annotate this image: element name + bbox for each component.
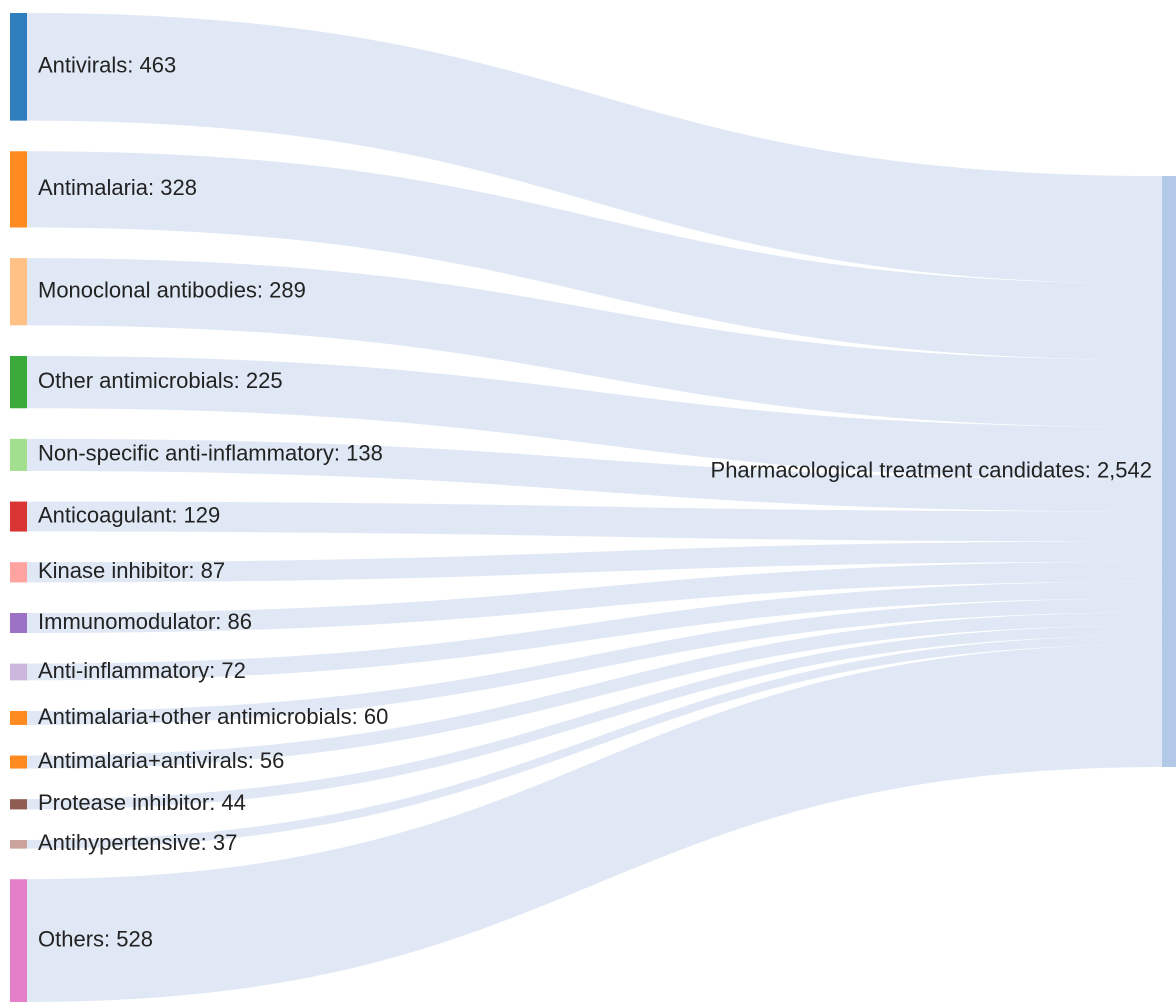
link <box>27 501 1162 542</box>
source-node <box>10 501 27 532</box>
source-label: Antihypertensive: 37 <box>38 830 237 855</box>
source-label: Monoclonal antibodies: 289 <box>38 278 306 303</box>
source-node <box>10 663 27 681</box>
source-label: Others: 528 <box>38 926 153 951</box>
source-label: Antimalaria+other antimicrobials: 60 <box>38 704 388 729</box>
link <box>27 644 1162 1002</box>
link <box>27 561 1162 634</box>
source-label: Kinase inhibitor: 87 <box>38 558 225 583</box>
link <box>27 438 1162 512</box>
source-label: Protease inhibitor: 44 <box>38 790 246 815</box>
source-label: Other antimicrobials: 225 <box>38 368 283 393</box>
link <box>27 598 1162 725</box>
source-node <box>10 13 27 121</box>
source-node <box>10 879 27 1002</box>
link <box>27 13 1162 284</box>
source-label: Anticoagulant: 129 <box>38 502 220 527</box>
source-node <box>10 755 27 769</box>
source-label: Antimalaria: 328 <box>38 175 197 200</box>
link <box>27 151 1162 360</box>
target-label: Pharmacological treatment candidates: 2,… <box>711 457 1152 482</box>
source-label: Antimalaria+antivirals: 56 <box>38 748 284 773</box>
link <box>27 258 1162 428</box>
link <box>27 581 1162 681</box>
link <box>27 625 1162 810</box>
target-node <box>1162 176 1176 767</box>
source-label: Non-specific anti-inflammatory: 138 <box>38 441 383 466</box>
source-label: Antivirals: 463 <box>38 53 176 78</box>
link <box>27 635 1162 849</box>
source-node <box>10 562 27 583</box>
link <box>27 612 1162 769</box>
source-node <box>10 799 27 810</box>
source-node <box>10 355 27 409</box>
source-node <box>10 438 27 471</box>
source-label: Anti-inflammatory: 72 <box>38 658 246 683</box>
link <box>27 355 1162 480</box>
source-label: Immunomodulator: 86 <box>38 609 252 634</box>
source-node <box>10 710 27 725</box>
source-node <box>10 613 27 634</box>
source-node <box>10 258 27 326</box>
link <box>27 541 1162 583</box>
source-node <box>10 151 27 228</box>
source-node <box>10 840 27 849</box>
